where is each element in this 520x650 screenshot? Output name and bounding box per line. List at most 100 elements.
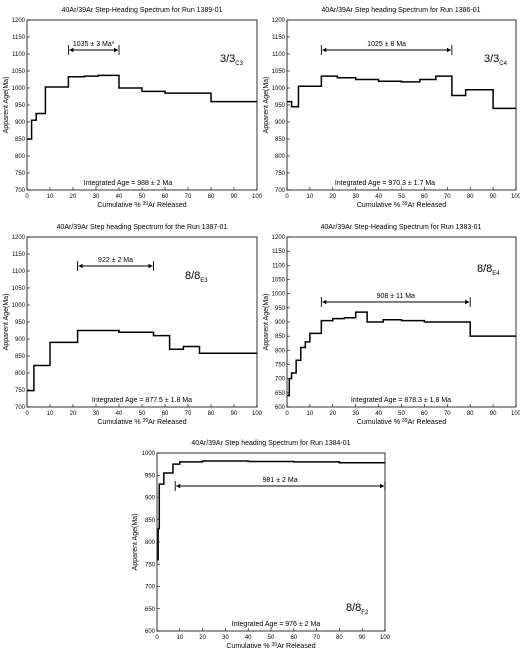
chart-title: 40Ar/39Ar Step heading Spectrum for the … bbox=[57, 224, 228, 231]
plateau-arrow-right bbox=[114, 47, 118, 53]
y-axis-label: Apparent Age(Ma) bbox=[3, 294, 10, 351]
title-main: Step heading Spectrum for the Run 1387-0… bbox=[90, 224, 227, 231]
x-tick-label: 100 bbox=[252, 411, 263, 417]
x-axis-label-suffix: Ar Released bbox=[408, 202, 447, 209]
x-tick-label: 20 bbox=[70, 411, 77, 417]
x-tick-label: 30 bbox=[352, 411, 359, 417]
title-main: Step-Heading Spectrum for Run 1389-01 bbox=[95, 7, 222, 14]
sample-label-main: 8/8 bbox=[346, 602, 361, 614]
sample-label-main: 3/3 bbox=[220, 53, 235, 65]
y-tick-label: 950 bbox=[145, 473, 156, 479]
x-tick-label: 40 bbox=[375, 411, 382, 417]
y-tick-label: 650 bbox=[145, 607, 156, 613]
y-tick-label: 700 bbox=[15, 405, 26, 411]
x-axis-label-isotope: 39 bbox=[143, 418, 149, 424]
panel-f2: 40Ar/39Ar Step heading Spectrum for Run … bbox=[132, 440, 391, 650]
x-tick-label: 60 bbox=[290, 635, 297, 641]
plateau-age-label: 1035 ± 3 Ma* bbox=[73, 41, 115, 48]
x-tick-label: 90 bbox=[490, 411, 497, 417]
x-tick-label: 20 bbox=[70, 194, 77, 200]
x-tick-label: 0 bbox=[155, 635, 159, 641]
sample-label-sub: E3 bbox=[200, 278, 208, 284]
integrated-age-label: Integrated Age = 976 ± 2 Ma bbox=[232, 621, 321, 628]
x-tick-label: 100 bbox=[511, 194, 520, 200]
chart-title: 40Ar/39Ar Step-Heading Spectrum for Run … bbox=[62, 7, 223, 14]
plateau-arrow-right bbox=[465, 299, 470, 305]
age-spectrum-line bbox=[27, 74, 257, 140]
y-tick-label: 1000 bbox=[12, 86, 26, 92]
y-tick-label: 950 bbox=[15, 320, 26, 326]
y-tick-label: 850 bbox=[275, 334, 286, 340]
y-tick-label: 800 bbox=[275, 154, 286, 160]
sample-label: 3/3C4 bbox=[484, 53, 508, 67]
x-tick-label: 80 bbox=[208, 411, 215, 417]
x-tick-label: 30 bbox=[352, 194, 359, 200]
plot-frame bbox=[26, 19, 258, 191]
x-tick-label: 90 bbox=[231, 411, 238, 417]
x-axis-label: Cumulative % 39Ar Released bbox=[357, 201, 446, 209]
plateau-arrow-right bbox=[380, 483, 384, 489]
y-tick-label: 1200 bbox=[272, 18, 286, 24]
y-tick-label: 850 bbox=[145, 518, 156, 524]
y-tick-label: 900 bbox=[15, 337, 26, 343]
x-axis-label-prefix: Cumulative % bbox=[357, 202, 402, 209]
y-tick-label: 1050 bbox=[12, 69, 26, 75]
y-tick-label: 950 bbox=[275, 306, 286, 312]
y-tick-label: 1000 bbox=[142, 451, 156, 457]
y-tick-label: 1200 bbox=[12, 235, 26, 241]
plateau-arrow-left bbox=[322, 299, 327, 305]
x-tick-label: 0 bbox=[285, 194, 289, 200]
x-axis-label-suffix: Ar Released bbox=[148, 202, 187, 209]
y-axis-label: Apparent Age(Ma) bbox=[263, 77, 270, 134]
integrated-age-label: Integrated Age = 988 ± 2 Ma bbox=[84, 180, 173, 187]
x-tick-label: 40 bbox=[116, 194, 123, 200]
y-tick-label: 700 bbox=[145, 585, 156, 591]
panel-c3: 40Ar/39Ar Step-Heading Spectrum for Run … bbox=[3, 7, 263, 209]
y-tick-label: 750 bbox=[15, 171, 26, 177]
x-tick-label: 80 bbox=[467, 194, 474, 200]
x-tick-label: 70 bbox=[313, 635, 320, 641]
y-tick-label: 850 bbox=[15, 137, 26, 143]
x-axis-label-isotope: 39 bbox=[143, 201, 149, 207]
y-tick-label: 900 bbox=[15, 120, 26, 126]
x-axis-label-suffix: Ar Released bbox=[408, 419, 447, 426]
y-tick-label: 1100 bbox=[12, 269, 26, 275]
x-axis-label-isotope: 39 bbox=[402, 201, 408, 207]
x-tick-label: 50 bbox=[139, 194, 146, 200]
age-spectrum-line bbox=[287, 311, 516, 397]
x-tick-label: 10 bbox=[47, 194, 54, 200]
y-tick-label: 800 bbox=[15, 371, 26, 377]
y-tick-label: 1000 bbox=[272, 292, 286, 298]
sample-label: 3/3C3 bbox=[220, 53, 244, 67]
x-tick-label: 0 bbox=[285, 411, 289, 417]
y-axis-label: Apparent Age(Ma) bbox=[263, 294, 270, 351]
plateau-age-label: 922 ± 2 Ma bbox=[98, 257, 133, 264]
x-tick-label: 10 bbox=[307, 411, 314, 417]
x-axis-label-suffix: Ar Released bbox=[148, 419, 187, 426]
y-tick-label: 1000 bbox=[12, 303, 26, 309]
title-prefix: 40Ar/39Ar bbox=[191, 440, 224, 447]
title-prefix: 40Ar/39Ar bbox=[62, 7, 95, 14]
y-tick-label: 600 bbox=[275, 405, 286, 411]
integrated-age-label: Integrated Age = 877.5 ± 1.8 Ma bbox=[92, 397, 192, 404]
title-prefix: 40Ar/39Ar bbox=[321, 7, 354, 14]
x-tick-label: 80 bbox=[336, 635, 343, 641]
x-axis-label-suffix: Ar Released bbox=[277, 643, 316, 650]
x-tick-label: 100 bbox=[380, 635, 391, 641]
x-tick-label: 20 bbox=[329, 411, 336, 417]
x-axis-label-prefix: Cumulative % bbox=[97, 419, 142, 426]
x-tick-label: 10 bbox=[176, 635, 183, 641]
y-tick-label: 600 bbox=[145, 629, 156, 635]
integrated-age-label: Integrated Age = 878.3 ± 1.8 Ma bbox=[351, 397, 451, 404]
integrated-age-label: Integrated Age = 970.3 ± 1.7 Ma bbox=[335, 180, 435, 187]
y-tick-label: 700 bbox=[275, 188, 286, 194]
plateau-arrow-left bbox=[176, 483, 181, 489]
x-tick-label: 70 bbox=[444, 194, 451, 200]
x-axis-label-isotope: 39 bbox=[402, 418, 408, 424]
y-tick-label: 750 bbox=[15, 388, 26, 394]
plateau-arrow-right bbox=[446, 47, 451, 53]
sample-label: 8/8F2 bbox=[346, 602, 369, 616]
x-axis-label: Cumulative % 39Ar Released bbox=[226, 642, 315, 650]
y-tick-label: 800 bbox=[145, 540, 156, 546]
x-tick-label: 60 bbox=[162, 411, 169, 417]
